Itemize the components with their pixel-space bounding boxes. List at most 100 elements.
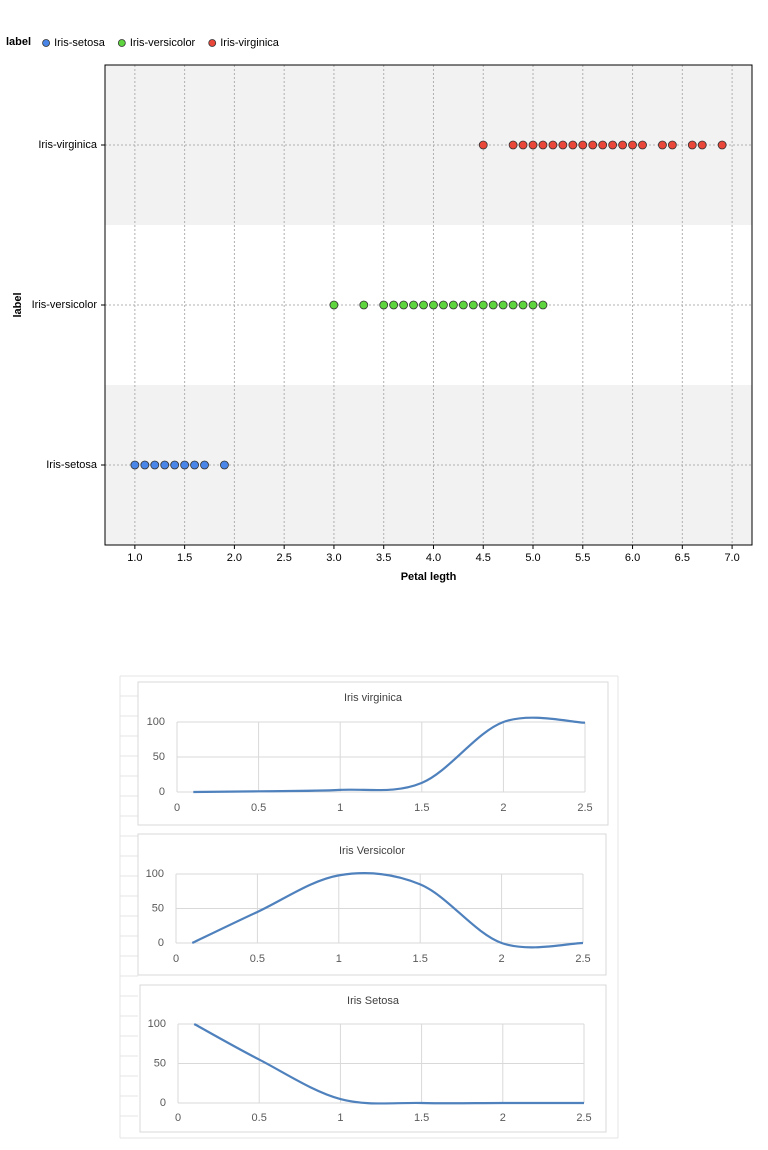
point — [578, 140, 588, 150]
point — [329, 300, 339, 310]
x-tick-label: 0 — [174, 802, 180, 814]
point — [140, 460, 150, 470]
y-tick-label: Iris-setosa — [46, 459, 98, 471]
y-tick-label: 50 — [152, 902, 164, 914]
point — [658, 140, 667, 150]
y-tick-label: 100 — [146, 868, 164, 880]
point — [150, 460, 160, 470]
point — [508, 300, 518, 310]
point — [220, 460, 229, 470]
chart-title: Iris virginica — [344, 692, 403, 704]
legend-title: label — [6, 36, 31, 48]
x-tick-label: 6.0 — [625, 552, 640, 564]
x-tick-label: 3.0 — [326, 552, 341, 564]
x-tick-label: 3.5 — [376, 552, 391, 564]
x-tick-label: 2 — [499, 953, 505, 965]
point — [528, 300, 538, 310]
x-tick-label: 0.5 — [250, 953, 265, 965]
legend-marker — [208, 39, 217, 47]
x-tick-label: 2 — [500, 802, 506, 814]
point — [190, 460, 199, 470]
point — [478, 300, 488, 310]
y-tick-label: Iris-versicolor — [32, 299, 98, 311]
x-tick-label: 7.0 — [724, 552, 739, 564]
x-axis-label: Petal legth — [401, 571, 457, 583]
category-band — [105, 225, 752, 385]
x-tick-label: 4.5 — [476, 552, 491, 564]
point — [608, 140, 618, 150]
x-tick-label: 1.5 — [414, 802, 429, 814]
legend-label: Iris-versicolor — [130, 37, 196, 49]
point — [379, 300, 389, 310]
point — [598, 140, 608, 150]
point — [160, 460, 170, 470]
legend-label: Iris-virginica — [220, 37, 280, 49]
x-tick-label: 0 — [175, 1112, 181, 1124]
point — [508, 140, 518, 150]
x-tick-label: 0.5 — [251, 802, 266, 814]
point — [170, 460, 180, 470]
chart-title: Iris Versicolor — [339, 845, 405, 857]
y-tick-label: 0 — [159, 786, 165, 798]
x-tick-label: 1.0 — [127, 552, 142, 564]
legend-marker — [42, 39, 50, 47]
point — [439, 300, 448, 310]
point — [717, 140, 727, 150]
x-tick-label: 2.5 — [277, 552, 292, 564]
point — [130, 460, 140, 470]
point — [488, 300, 498, 310]
y-tick-label: 50 — [153, 751, 165, 763]
point — [399, 300, 409, 310]
y-tick-label: 0 — [158, 937, 164, 949]
chart-box — [137, 833, 607, 976]
x-tick-label: 2.5 — [577, 802, 592, 814]
x-tick-label: 6.5 — [675, 552, 690, 564]
point — [389, 300, 399, 310]
x-tick-label: 1.5 — [177, 552, 192, 564]
point — [429, 300, 438, 310]
x-tick-label: 4.0 — [426, 552, 441, 564]
line — [191, 872, 584, 949]
x-tick-label: 1 — [337, 1112, 343, 1124]
x-tick-label: 0 — [173, 953, 179, 965]
point — [667, 140, 677, 150]
x-tick-label: 2 — [500, 1112, 506, 1124]
point — [448, 300, 458, 310]
point — [588, 140, 598, 150]
point — [478, 140, 488, 150]
x-tick-label: 1 — [336, 953, 342, 965]
point — [697, 140, 707, 150]
point — [538, 140, 548, 150]
x-tick-label: 5.5 — [575, 552, 590, 564]
line — [193, 716, 586, 794]
x-tick-label: 2.5 — [575, 953, 590, 965]
point — [458, 300, 468, 310]
y-tick-label: 100 — [148, 1018, 166, 1030]
point — [548, 140, 558, 150]
point — [518, 300, 528, 310]
point — [538, 300, 548, 310]
y-tick-label: 0 — [160, 1097, 166, 1109]
y-axis-label: label — [12, 292, 24, 317]
sheet-background — [119, 675, 619, 1139]
x-tick-label: 1 — [337, 802, 343, 814]
point — [687, 140, 697, 150]
point — [468, 300, 478, 310]
point — [419, 300, 428, 310]
category-band — [105, 385, 752, 545]
point — [638, 140, 647, 150]
point — [618, 140, 627, 150]
legend-marker — [117, 39, 126, 47]
point — [200, 460, 209, 470]
point — [498, 300, 508, 310]
y-tick-label: 100 — [147, 716, 165, 728]
point — [518, 140, 528, 150]
point — [409, 300, 418, 310]
point — [528, 140, 538, 150]
point — [180, 460, 190, 470]
legend-label: Iris-setosa — [54, 37, 106, 49]
x-tick-label: 2.5 — [576, 1112, 591, 1124]
y-tick-label: Iris-virginica — [38, 139, 98, 151]
plot-frame — [104, 64, 753, 546]
x-tick-label: 2.0 — [227, 552, 242, 564]
